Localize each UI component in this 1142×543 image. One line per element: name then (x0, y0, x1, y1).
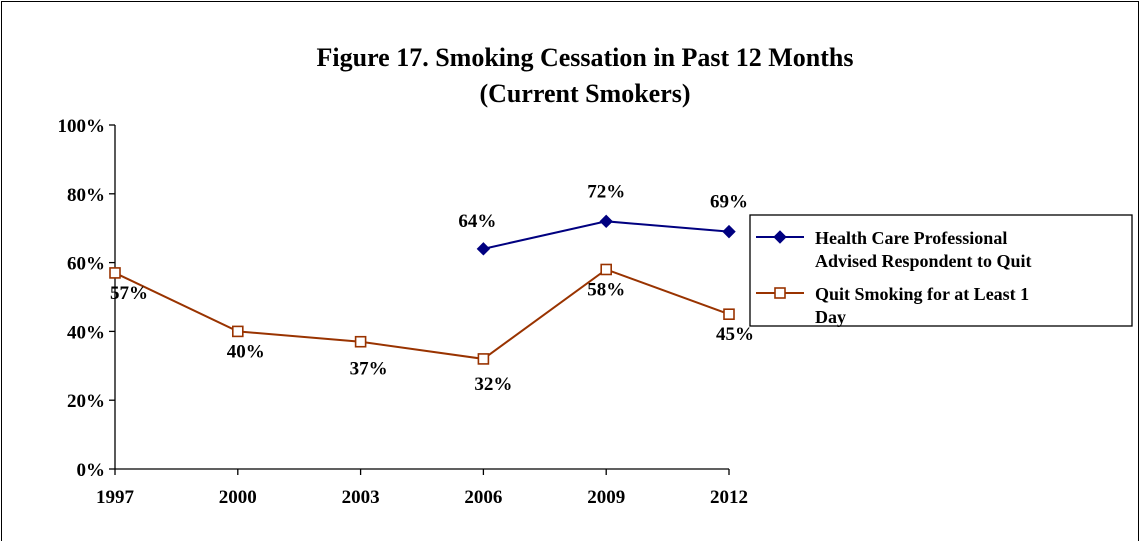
y-tick-label: 0% (77, 460, 106, 481)
chart-subtitle: (Current Smokers) (479, 79, 690, 108)
y-tick-label: 20% (67, 391, 105, 412)
data-label: 69% (710, 192, 748, 213)
chart-title: Figure 17. Smoking Cessation in Past 12 … (317, 43, 854, 72)
legend-box (749, 214, 1133, 327)
y-tick-label: 40% (67, 322, 105, 343)
legend-marker (774, 287, 786, 299)
data-label: 37% (350, 359, 388, 380)
data-label: 64% (458, 211, 496, 232)
legend-entry-1: Health Care Professional Advised Responde… (756, 228, 1032, 271)
y-tick-label: 60% (67, 254, 105, 275)
data-label: 32% (474, 374, 512, 395)
legend-label: Advised Respondent to Quit (815, 251, 1032, 271)
legend-label: Day (815, 307, 846, 327)
axes: 0% 20% 40% 60% 80% 100% 1997 2000 2003 2006 2009 20… (58, 116, 749, 508)
data-point (600, 263, 613, 276)
x-tick-label: 2009 (587, 487, 625, 508)
legend: Health Care Professional Advised Responde… (749, 214, 1133, 327)
series-layer: 64% 72% 69% 57% 40% 37% 32% 58% 45% (109, 181, 754, 395)
x-tick-label: 2006 (464, 487, 502, 508)
series-line (114, 268, 730, 360)
series-2: 57% 40% 37% 32% 58% 45% (109, 263, 754, 395)
series-1: 64% 72% 69% (458, 181, 748, 256)
data-label: 58% (587, 279, 625, 300)
data-label: 40% (227, 341, 265, 362)
x-tick-label: 2000 (219, 487, 257, 508)
legend-marker (773, 230, 787, 244)
x-tick-label: 1997 (96, 487, 135, 508)
legend-label: Quit Smoking for at Least 1 (815, 284, 1029, 304)
data-point (109, 267, 121, 279)
y-tick-label: 100% (58, 116, 106, 137)
data-label: 57% (110, 283, 148, 304)
data-point (477, 353, 490, 365)
x-tick-label: 2003 (342, 487, 380, 508)
data-point (354, 335, 367, 348)
data-point (476, 242, 491, 256)
data-point (599, 214, 613, 229)
legend-label: Health Care Professional (815, 228, 1007, 248)
data-point (232, 325, 244, 338)
y-tick-label: 80% (67, 185, 105, 206)
data-point (723, 308, 735, 321)
data-point (722, 224, 736, 239)
data-label: 72% (587, 181, 625, 202)
x-tick-label: 2012 (710, 487, 748, 508)
data-label: 45% (716, 324, 754, 345)
legend-entry-2: Quit Smoking for at Least 1 Day (756, 284, 1029, 327)
